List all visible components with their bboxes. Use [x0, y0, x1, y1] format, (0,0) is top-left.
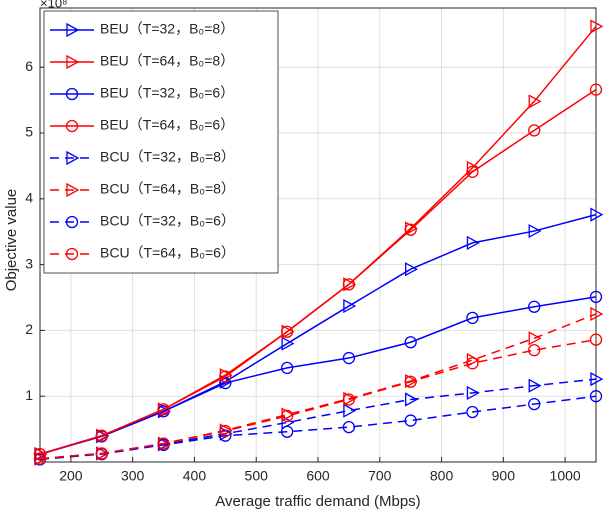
axes-box — [39, 7, 597, 463]
y-tick-label: 1 — [25, 387, 33, 403]
legend: BEU（T=32，B₀=8） BEU（T=64，B₀=8） BEU（T=32，B₀=… — [43, 10, 279, 274]
y-tick-label: 4 — [25, 190, 33, 206]
marker — [589, 333, 603, 346]
marker — [466, 405, 479, 419]
marker — [342, 351, 356, 365]
x-tick-label: 1000 — [550, 468, 581, 484]
x-tick-label: 800 — [430, 468, 454, 484]
marker — [590, 306, 604, 322]
marker — [95, 429, 108, 442]
marker — [404, 336, 417, 349]
y-tick-label: 5 — [25, 124, 33, 140]
marker — [219, 376, 232, 390]
x-axis-label: Average traffic demand (Mbps) — [215, 493, 420, 510]
marker — [590, 19, 604, 34]
marker — [466, 235, 480, 250]
marker — [405, 262, 419, 277]
marker — [342, 393, 356, 406]
marker — [528, 343, 541, 357]
series — [33, 333, 603, 465]
legend-label: BCU（T=32，B₀=8） — [100, 149, 235, 165]
marker — [589, 290, 603, 303]
marker — [404, 375, 417, 388]
legend-label: BEU（T=64，B₀=6） — [100, 117, 234, 133]
marker — [466, 385, 480, 401]
marker — [342, 420, 356, 434]
marker — [219, 429, 232, 442]
x-tick-label: 700 — [368, 468, 392, 484]
marker — [528, 300, 541, 313]
x-tick-label: 500 — [245, 468, 269, 484]
marker — [157, 437, 170, 450]
y-tick-label: 2 — [25, 321, 33, 337]
marker — [66, 54, 80, 70]
marker — [219, 370, 232, 383]
marker — [65, 247, 79, 261]
legend-label: BCU（T=64，B₀=6） — [100, 245, 235, 261]
marker — [589, 83, 603, 96]
marker — [528, 124, 541, 137]
marker — [342, 278, 356, 291]
marker — [95, 447, 108, 460]
marker — [466, 165, 479, 178]
series-line — [39, 395, 597, 461]
series-line — [39, 88, 597, 455]
y-axis-label: Objective value — [3, 189, 20, 292]
marker — [343, 298, 357, 314]
legend-label: BEU（T=32，B₀=8） — [100, 21, 234, 37]
legend-label: BEU（T=64，B₀=8） — [100, 53, 234, 69]
legend-box — [43, 10, 279, 274]
marker — [280, 409, 294, 423]
x-tick-label: 900 — [492, 468, 516, 484]
series-line — [39, 296, 597, 455]
y-tick-label: 6 — [25, 58, 33, 74]
marker — [157, 403, 170, 416]
marker — [404, 223, 417, 236]
marker — [528, 378, 542, 393]
x-tick-label: 400 — [183, 468, 207, 484]
legend-label: BEU（T=32，B₀=6） — [100, 85, 234, 101]
marker — [590, 207, 604, 222]
marker — [528, 223, 542, 239]
marker — [404, 414, 417, 427]
x-tick-label: 300 — [121, 468, 145, 484]
marker — [590, 372, 604, 387]
marker — [405, 392, 419, 407]
marker — [589, 390, 603, 403]
y-tick-label: 3 — [25, 255, 33, 271]
marker — [528, 331, 542, 346]
marker — [33, 452, 47, 465]
marker — [281, 415, 295, 430]
marker — [65, 215, 79, 229]
marker — [66, 22, 80, 38]
marker — [219, 424, 232, 438]
series-line — [39, 338, 597, 460]
x-tick-label: 600 — [306, 468, 330, 484]
y-multiplier: ×10⁸ — [40, 0, 68, 10]
marker — [66, 182, 80, 198]
marker — [528, 94, 542, 109]
x-tick-label: 200 — [59, 468, 83, 484]
marker — [466, 357, 479, 370]
marker — [280, 325, 294, 338]
marker — [528, 397, 541, 411]
marker — [281, 336, 295, 351]
legend-label: BCU（T=64，B₀=8） — [100, 181, 235, 197]
legend-label: BCU（T=32，B₀=6） — [100, 213, 235, 229]
marker — [466, 311, 479, 325]
marker — [343, 403, 357, 418]
marker — [280, 425, 294, 438]
series — [33, 83, 603, 461]
marker — [280, 361, 294, 375]
marker — [65, 119, 79, 133]
marker — [65, 87, 79, 101]
marker — [66, 150, 80, 166]
